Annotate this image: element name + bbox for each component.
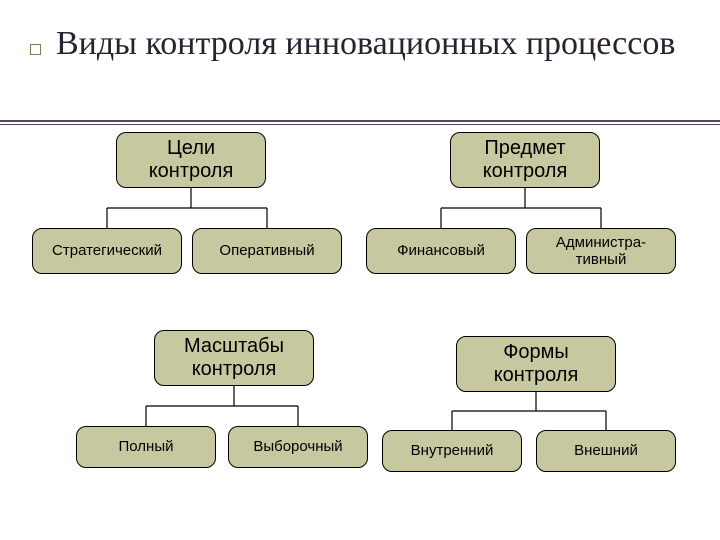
- node-child-forms-1: Внешний: [536, 430, 676, 472]
- node-child-scale-0: Полный: [76, 426, 216, 468]
- node-parent-forms: Формыконтроля: [456, 336, 616, 392]
- node-child-forms-0: Внутренний: [382, 430, 522, 472]
- node-parent-goals: Целиконтроля: [116, 132, 266, 188]
- slide: Виды контроля инновационных процессов Це…: [0, 0, 720, 540]
- node-child-goals-1: Оперативный: [192, 228, 342, 274]
- diagram-area: Целиконтроля СтратегическийОперативный Пре…: [26, 132, 694, 524]
- horizontal-rule: [0, 120, 720, 126]
- node-child-subject-0: Финансовый: [366, 228, 516, 274]
- node-child-subject-1: Администра-тивный: [526, 228, 676, 274]
- node-parent-subject: Предметконтроля: [450, 132, 600, 188]
- slide-title: Виды контроля инновационных процессов: [56, 24, 684, 63]
- node-child-scale-1: Выборочный: [228, 426, 368, 468]
- node-parent-scale: Масштабыконтроля: [154, 330, 314, 386]
- node-child-goals-0: Стратегический: [32, 228, 182, 274]
- title-bullet: [30, 44, 41, 55]
